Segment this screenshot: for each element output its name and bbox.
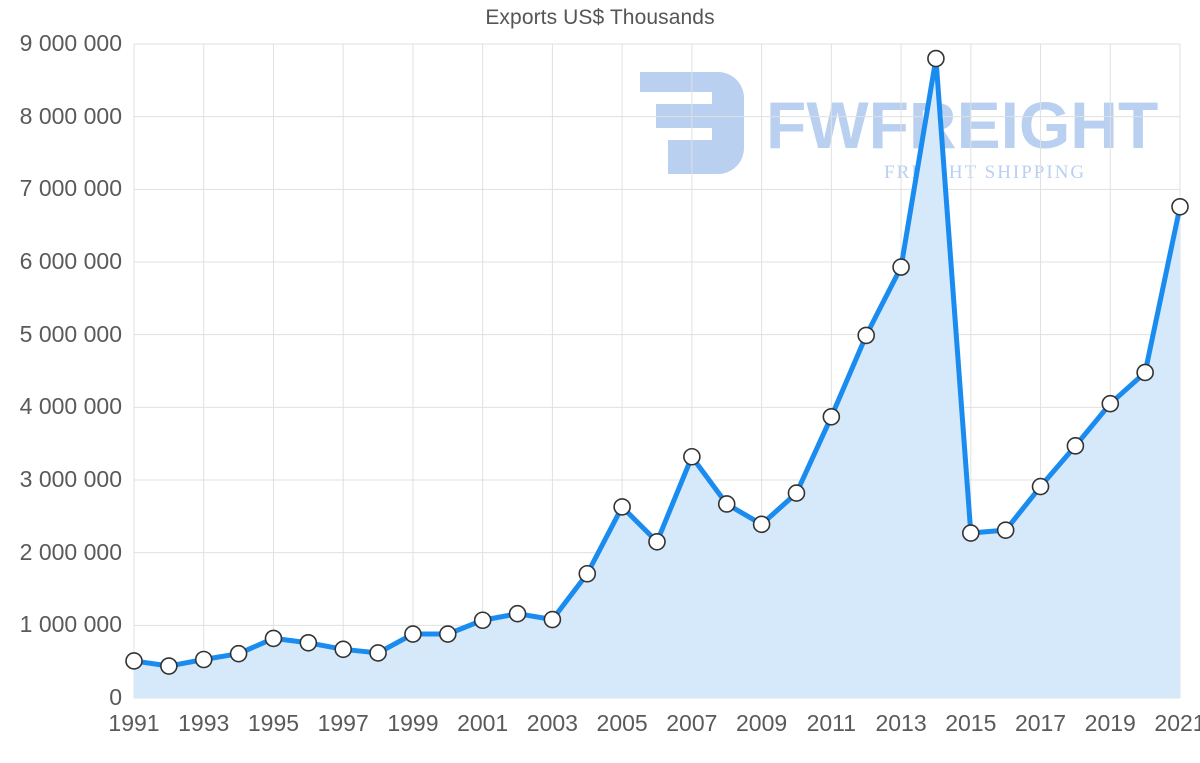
data-point-marker[interactable]: [683, 447, 701, 466]
data-point-marker[interactable]: [613, 498, 631, 516]
x-axis-tick-label: 1991: [108, 710, 160, 736]
x-axis-tick-label: 1997: [317, 710, 369, 736]
x-axis-tick-label: 2005: [596, 710, 648, 736]
data-point-marker[interactable]: [194, 650, 213, 669]
data-point-marker[interactable]: [578, 564, 597, 583]
chart-title: Exports US$ Thousands: [485, 6, 715, 29]
data-point-marker[interactable]: [299, 633, 318, 652]
x-axis-tick-label: 1995: [247, 710, 300, 736]
data-point-marker[interactable]: [508, 604, 527, 623]
x-axis-tick-label: 2019: [1084, 710, 1136, 736]
data-point-marker[interactable]: [1136, 363, 1154, 382]
y-axis-tick-label: 1 000 000: [19, 611, 122, 638]
data-point-marker[interactable]: [438, 625, 457, 643]
x-axis-tick-label: 2001: [457, 710, 509, 736]
y-axis-tick-label: 4 000 000: [19, 393, 122, 420]
data-point-marker[interactable]: [160, 657, 178, 675]
data-point-marker[interactable]: [717, 495, 736, 513]
data-point-marker[interactable]: [927, 49, 945, 68]
area-fill: [134, 58, 1180, 698]
data-point-marker[interactable]: [822, 407, 841, 426]
y-axis-tick-label: 3 000 000: [19, 466, 122, 492]
data-point-marker[interactable]: [369, 644, 387, 662]
data-point-marker[interactable]: [473, 611, 492, 630]
data-point-marker[interactable]: [1066, 437, 1085, 455]
y-axis-tick-label: 0: [109, 684, 122, 710]
x-axis-tick-label: 2007: [666, 710, 718, 736]
y-axis-tick-label: 9 000 000: [19, 30, 122, 56]
data-point-marker[interactable]: [334, 640, 353, 659]
x-axis-tick-label: 1993: [178, 710, 230, 736]
data-point-marker[interactable]: [1031, 477, 1050, 496]
y-axis-tick-label: 5 000 000: [19, 320, 122, 347]
y-axis-tick-label: 7 000 000: [19, 175, 122, 202]
data-point-marker[interactable]: [752, 515, 771, 534]
y-axis-tick-label: 8 000 000: [19, 102, 122, 129]
data-point-marker[interactable]: [543, 610, 562, 629]
data-markers: [125, 49, 1189, 675]
y-axis-tick-label: 2 000 000: [19, 538, 122, 565]
data-point-marker[interactable]: [404, 625, 422, 643]
data-point-marker[interactable]: [229, 644, 248, 663]
data-point-marker[interactable]: [125, 652, 143, 670]
data-point-marker[interactable]: [961, 524, 980, 542]
area-fill-path: [134, 58, 1180, 698]
x-axis-tick-label: 2015: [945, 710, 997, 736]
data-point-marker[interactable]: [648, 532, 666, 551]
data-point-marker[interactable]: [1101, 394, 1120, 413]
x-axis-tick-label: 2013: [875, 710, 927, 736]
x-axis-tick-label: 2003: [526, 710, 578, 736]
y-axis-tick-label: 6 000 000: [19, 248, 122, 274]
data-point-marker[interactable]: [892, 258, 910, 276]
x-axis-tick-label: 1999: [387, 710, 439, 736]
data-point-marker[interactable]: [1171, 197, 1189, 216]
data-point-marker[interactable]: [857, 326, 876, 345]
x-axis-tick-label: 2021: [1154, 710, 1200, 736]
x-axis-tick-label: 2009: [736, 710, 788, 736]
data-point-marker[interactable]: [996, 521, 1015, 539]
data-point-marker[interactable]: [787, 484, 806, 502]
data-point-marker[interactable]: [264, 629, 283, 648]
x-axis-tick-label: 2017: [1014, 710, 1067, 736]
x-axis-tick-label: 2011: [806, 710, 857, 736]
